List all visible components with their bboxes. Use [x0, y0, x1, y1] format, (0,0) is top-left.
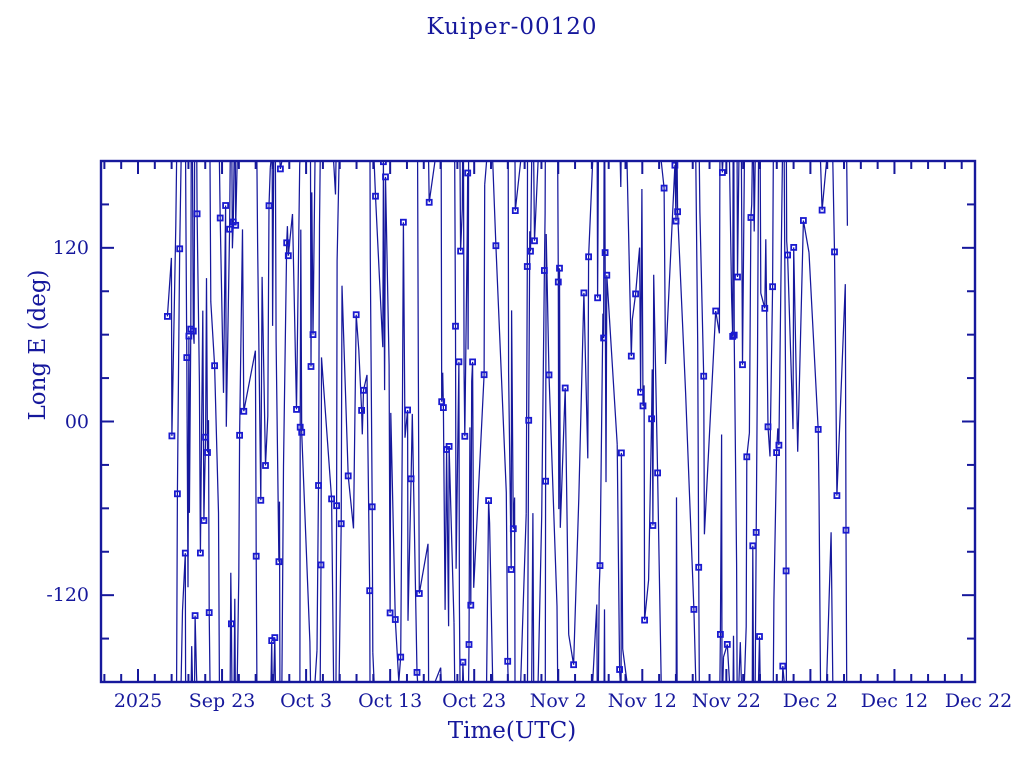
x-tick-label: Dec 22: [944, 690, 1013, 712]
y-tick-label: -120: [46, 584, 89, 607]
y-tick-label: 120: [52, 236, 89, 259]
x-tick-label: Oct 13: [358, 690, 423, 712]
x-tick-label: Sep 23: [188, 690, 256, 712]
x-tick-label: Oct 3: [280, 690, 333, 712]
data-series-layer: [163, 162, 850, 681]
axes-layer: [99, 159, 977, 684]
chart-title: Kuiper-00120: [426, 14, 598, 40]
x-axis-title: Time(UTC): [447, 718, 577, 744]
x-tick-label: Oct 23: [442, 690, 507, 712]
x-tick-label: Nov 22: [691, 690, 761, 712]
x-tick-label: Dec 12: [860, 690, 929, 712]
y-tick-label: 00: [64, 410, 89, 433]
x-tick-label: Nov 2: [529, 690, 587, 712]
x-tick-label: Dec 2: [782, 690, 839, 712]
x-tick-label: 2025: [113, 690, 163, 712]
x-tick-label: Nov 12: [607, 690, 677, 712]
